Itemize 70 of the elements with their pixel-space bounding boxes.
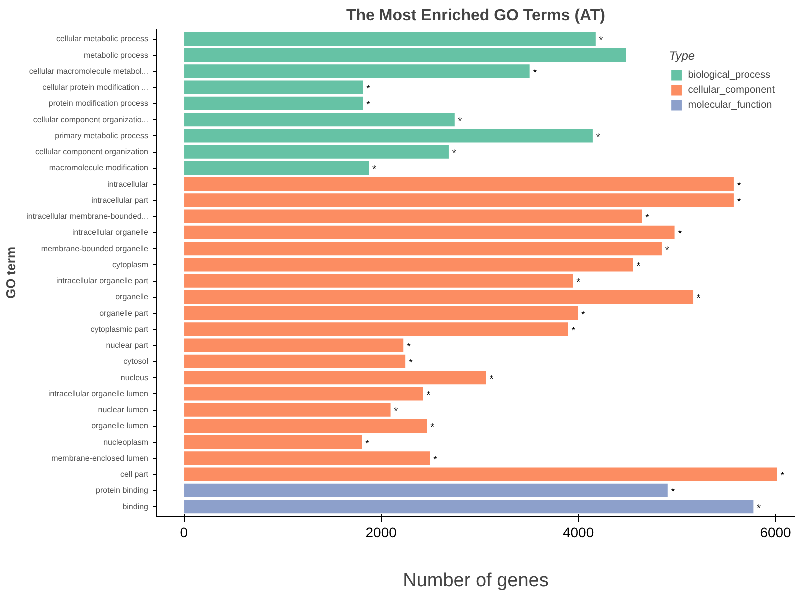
data-label: * — [407, 342, 412, 354]
data-label: * — [366, 438, 370, 450]
x-tick-label: 2000 — [366, 524, 398, 540]
data-label: * — [671, 487, 676, 498]
y-tick-label: cellular macromolecule metabol... — [29, 66, 149, 76]
y-tick-label: metabolic process — [84, 50, 149, 60]
data-label: * — [737, 196, 742, 208]
data-label: * — [434, 454, 438, 466]
x-axis-title: Number of genes — [403, 570, 549, 592]
data-label: * — [696, 294, 701, 305]
data-label: * — [366, 84, 371, 96]
y-tick-label: cytoplasmic part — [90, 324, 150, 334]
y-tick-label: nucleus — [120, 373, 149, 382]
data-label: * — [576, 278, 581, 289]
y-tick-label: cell part — [120, 470, 150, 480]
data-label: * — [737, 180, 742, 192]
x-tick-label: 0 — [180, 524, 188, 540]
data-label: * — [426, 390, 431, 402]
y-tick-label: primary metabolic process — [55, 131, 149, 140]
data-label: * — [572, 326, 576, 337]
data-label: * — [394, 406, 398, 418]
y-tick-label: nuclear part — [106, 341, 150, 350]
y-tick-label: intracellular part — [92, 196, 150, 205]
y-tick-label: intracellular — [108, 180, 149, 189]
chart-title: The Most Enriched GO Terms (AT) — [346, 8, 606, 24]
legend-title: Type — [669, 49, 696, 63]
data-label: * — [757, 503, 762, 514]
data-label: * — [665, 245, 670, 256]
y-tick-label: cytosol — [124, 357, 149, 366]
data-label: * — [430, 422, 435, 434]
y-tick-label: cellular protein modification ... — [42, 83, 148, 92]
y-tick-label: cellular metabolic process — [56, 34, 149, 44]
data-label: * — [596, 132, 600, 144]
y-tick-label: membrane-bounded organelle — [41, 244, 150, 254]
data-label: * — [458, 116, 462, 128]
y-tick-label: intracellular organelle part — [56, 276, 150, 286]
data-label: * — [366, 100, 371, 112]
y-tick-label: cellular component organizatio... — [33, 115, 149, 124]
data-label: * — [533, 68, 538, 79]
y-axis-title: GO term — [4, 246, 19, 300]
y-tick-label: intracellular organelle — [72, 228, 150, 238]
data-label: * — [678, 229, 682, 240]
data-label: * — [372, 164, 376, 176]
y-tick-label: protein binding — [96, 486, 148, 496]
data-label: * — [582, 310, 586, 321]
x-tick-label: 6000 — [760, 524, 792, 540]
y-tick-label: nuclear lumen — [98, 406, 148, 415]
data-label: * — [636, 261, 641, 272]
data-label: * — [490, 374, 494, 386]
data-label: * — [780, 471, 785, 482]
data-label: * — [646, 213, 650, 224]
x-tick-label: 4000 — [562, 524, 594, 540]
y-tick-label: cellular component organization — [36, 148, 149, 157]
data-label: * — [408, 358, 413, 370]
y-tick-label: organelle lumen — [92, 422, 149, 431]
y-tick-label: binding — [122, 502, 149, 512]
y-tick-label: protein modification process — [48, 99, 149, 108]
y-tick-label: organelle — [116, 292, 150, 302]
legend-label: molecular_function — [688, 98, 772, 112]
data-label: * — [452, 148, 456, 160]
y-tick-label: membrane-enclosed lumen — [52, 454, 148, 463]
data-label: * — [599, 36, 604, 47]
y-tick-label: intracellular organelle lumen — [48, 389, 149, 398]
legend-label: cellular_component — [688, 84, 775, 97]
y-tick-label: intracellular membrane-bounded... — [26, 212, 148, 222]
y-tick-label: macromolecule modification — [49, 164, 149, 173]
y-tick-label: nucleoplasm — [104, 438, 149, 447]
legend-label: biological_process — [688, 68, 771, 82]
y-tick-label: cytoplasm — [112, 260, 149, 270]
y-tick-label: organelle part — [100, 308, 150, 318]
